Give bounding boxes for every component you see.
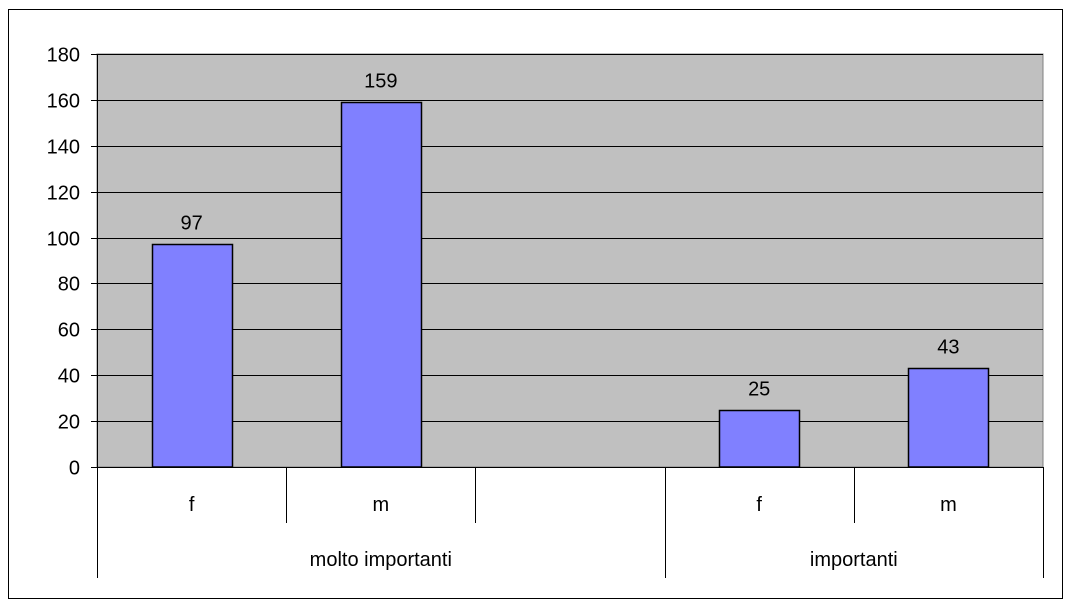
- group-label: molto importanti: [310, 549, 452, 571]
- y-tick-label: 60: [58, 320, 80, 342]
- y-axis: 0 20 40 60 80 100 120 140 160 180: [47, 45, 98, 480]
- data-labels: 97 159 25 43: [180, 71, 959, 401]
- plot-area: [96, 53, 1044, 468]
- y-tick-label: 40: [58, 366, 80, 388]
- bar: [340, 101, 423, 468]
- data-label: 43: [937, 337, 959, 359]
- category-label: f: [189, 494, 195, 516]
- y-tick-label: 160: [47, 91, 80, 113]
- y-tick-label: 100: [47, 229, 80, 251]
- y-tick-label: 180: [47, 45, 80, 67]
- x-axis: f m f m molto importanti importanti: [97, 467, 1044, 578]
- bar: [907, 367, 990, 468]
- plot-background: [96, 53, 1044, 468]
- bar: [718, 409, 801, 468]
- gridlines: [97, 54, 1043, 422]
- category-label: m: [372, 494, 389, 516]
- y-tick-label: 120: [47, 183, 80, 205]
- y-tick-label: 0: [69, 458, 80, 480]
- y-tick-label: 140: [47, 137, 80, 159]
- bar: [151, 243, 234, 468]
- y-tick-label: 20: [58, 412, 80, 434]
- group-label: importanti: [810, 549, 898, 571]
- data-label: 25: [748, 379, 770, 401]
- bars: [151, 101, 990, 468]
- y-tick-label: 80: [58, 274, 80, 296]
- data-label: 97: [180, 213, 202, 235]
- data-label: 159: [364, 71, 397, 93]
- category-label: m: [940, 494, 957, 516]
- category-label: f: [756, 494, 762, 516]
